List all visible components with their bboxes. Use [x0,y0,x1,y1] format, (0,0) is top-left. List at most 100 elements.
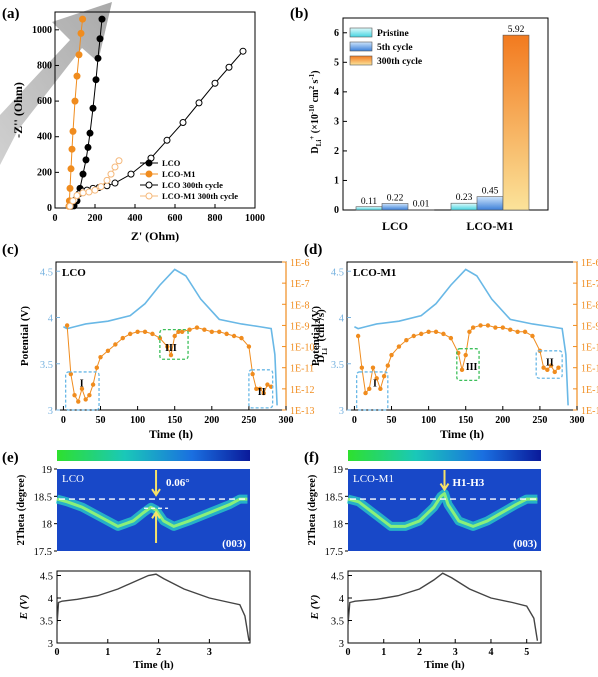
x-tick-label: 50 [96,415,106,426]
x-tick-label: 150 [167,415,182,426]
x-tick-label: 1000 [245,213,265,224]
right-tick-label: 1E-12 [290,385,314,396]
peak-band-core [347,492,538,528]
peak-label: (003) [222,538,246,550]
right-tick-label: 1E-7 [581,279,598,290]
diffusion-point [246,344,252,349]
bar-value-label: 5.92 [508,25,525,35]
plot-frame [54,11,256,209]
panel-title: LCO-M1 [353,473,394,485]
x-tick-label: 50 [387,415,397,426]
diffusion-point [224,331,229,337]
diffusion-point [261,390,266,396]
x-tick-label: 600 [168,213,183,224]
diffusion-point [370,365,376,370]
y-tick-label: 3.5 [40,360,53,371]
bar-value-label: 0.22 [387,194,404,204]
diffusion-point [389,352,394,358]
insitu-xrd-lco: LCO (003) 0.06° 17.5 18 18.5 19 2Theta (degree)… [16,450,251,671]
diffusion-point [217,329,222,334]
x-tick-label: 2 [156,647,161,658]
y-tick-label: 3.5 [331,617,344,628]
diffusion-point [239,335,244,341]
diffusion-point [463,352,468,358]
diffusion-point [556,365,561,370]
shift-annotation: 0.06° [166,477,190,489]
diffusion-point [90,382,96,387]
legend-label: 300th cycle [377,57,422,67]
panel-label-a: (a) [2,6,20,22]
y-tick-label: 0 [334,205,339,216]
x-tick-label: 300 [570,415,585,426]
panel-title: LCO [62,267,86,279]
plot-frame [56,570,251,644]
diffusion-point [381,373,387,379]
right-tick-label: 1E-10 [581,343,598,354]
data-point [73,72,81,80]
voltage-curve [347,572,539,641]
y-tick-label: 4 [339,594,345,605]
diffusion-point [83,397,88,402]
category-label: LCO-M1 [466,219,513,233]
x-axis-label: Time (h) [424,659,465,671]
x-tick-label: 3 [453,647,458,658]
diffusion-point [411,333,416,339]
right-tick-label: 1E-8 [581,300,598,311]
data-point [73,192,81,200]
x-tick-label: 800 [208,213,223,224]
bar [355,206,383,211]
right-tick-label: 1E-6 [581,258,598,269]
colorbar [57,450,250,461]
transition-arrow [439,470,450,492]
region-label: II [546,358,554,369]
diffusion-point [94,365,100,370]
data-point [66,184,74,192]
diffusion-point [448,335,454,341]
diffusion-point [265,382,270,387]
y-tick-label: 2 [334,146,339,157]
x-tick-label: 200 [495,415,510,426]
legend-label: 5th cycle [377,43,413,53]
y-axis-label: DLi+ (×10-10 cm2 s-1) [308,70,323,153]
legend: Pristine 5th cycle 300th cycle [349,27,422,67]
diffusion-point [493,325,498,330]
y-tick-label: 4 [48,314,54,325]
data-point [77,29,85,37]
x-axis-label: Z' (Ohm) [131,229,179,243]
category-label: LCO [382,219,408,233]
data-point [97,183,105,191]
data-point [195,99,203,107]
data-point [163,136,171,144]
diffusion-point [396,344,402,349]
y-axis-label: 2Theta (degree) [16,474,27,545]
diffusion-point [500,325,506,330]
panel-label-e: (e) [2,450,19,466]
y-tick-label: 4.5 [331,267,344,278]
diffusion-point [68,371,74,377]
diffusion-point [459,367,465,373]
y-tick-label: 0 [47,203,52,214]
diffusion-point [552,369,557,375]
transition-annotation: H1-H3 [453,477,485,489]
right-tick-label: 1E-6 [290,258,309,269]
x-tick-label: 400 [128,213,143,224]
diffusion-point [127,331,133,337]
y-tick-label: 3 [339,406,344,417]
diffusion-point [72,393,77,398]
right-tick-label: 1E-13 [581,406,598,417]
x-tick-label: 100 [130,415,145,426]
right-tick-label: 1E-8 [290,300,309,311]
diffusion-point [426,329,431,334]
x-axis-label: Time (h) [149,427,193,441]
x-axis-label: Time (h) [133,659,174,671]
bar [450,202,478,211]
y-tick-label: 4 [48,594,54,605]
diffusion-point [257,386,263,392]
y-tick-label: 200 [37,167,52,178]
diffusion-point [231,333,237,339]
panel-title: LCO [62,473,84,485]
x-tick-label: 1 [381,647,386,658]
data-point [84,143,92,151]
y-tick-label: 17.5 [34,547,52,558]
legend-label: LCO 300th cycle [162,180,223,190]
